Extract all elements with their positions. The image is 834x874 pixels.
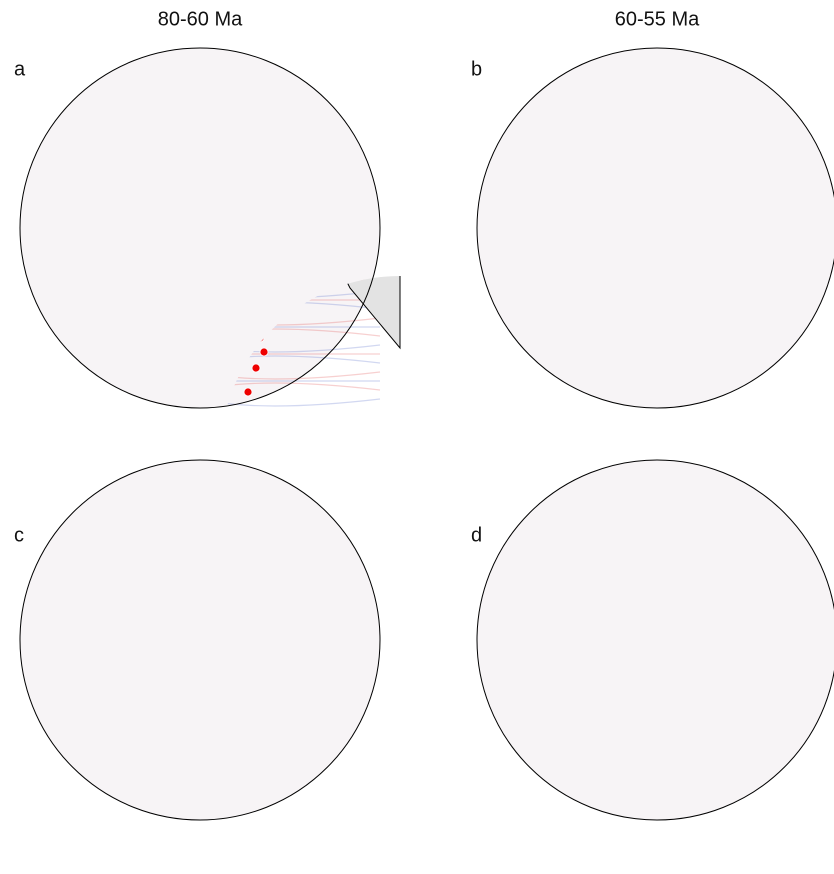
gravity-stripe [220,301,381,317]
volcanic-site [259,347,269,357]
map-panel: 55-40 Mac [14,459,381,830]
panel-label: a [14,58,26,80]
panel-label: c [14,524,24,546]
map-panel: 40-0 Mad [471,459,834,821]
gravity-stripe [220,337,381,353]
map-border [19,459,381,821]
map-ocean [20,460,380,820]
map-border [476,459,834,821]
map-ocean [20,48,380,408]
land [309,276,401,350]
gravity-stripe [220,328,381,344]
volcanic-site [243,387,253,397]
map-border [19,47,381,409]
map-ocean [477,460,834,820]
panel-label: b [471,58,482,80]
gravity-stripe [220,391,381,407]
gravity-stripe [220,355,381,371]
map-border [476,47,834,409]
map-panel: 60-55 Ma b [471,8,834,409]
panel-title: 80-60 Ma [158,8,243,30]
volcanic-site [251,363,261,373]
gravity-stripe [220,382,381,398]
map-panel: 80-60 Ma a [14,8,401,409]
gravity-stripe [220,364,381,380]
map-ocean [477,48,834,408]
panel-label: d [471,524,482,546]
panel-title: 60-55 Ma [615,8,700,30]
gravity-stripe [220,310,381,326]
volcanic-site [236,822,244,830]
